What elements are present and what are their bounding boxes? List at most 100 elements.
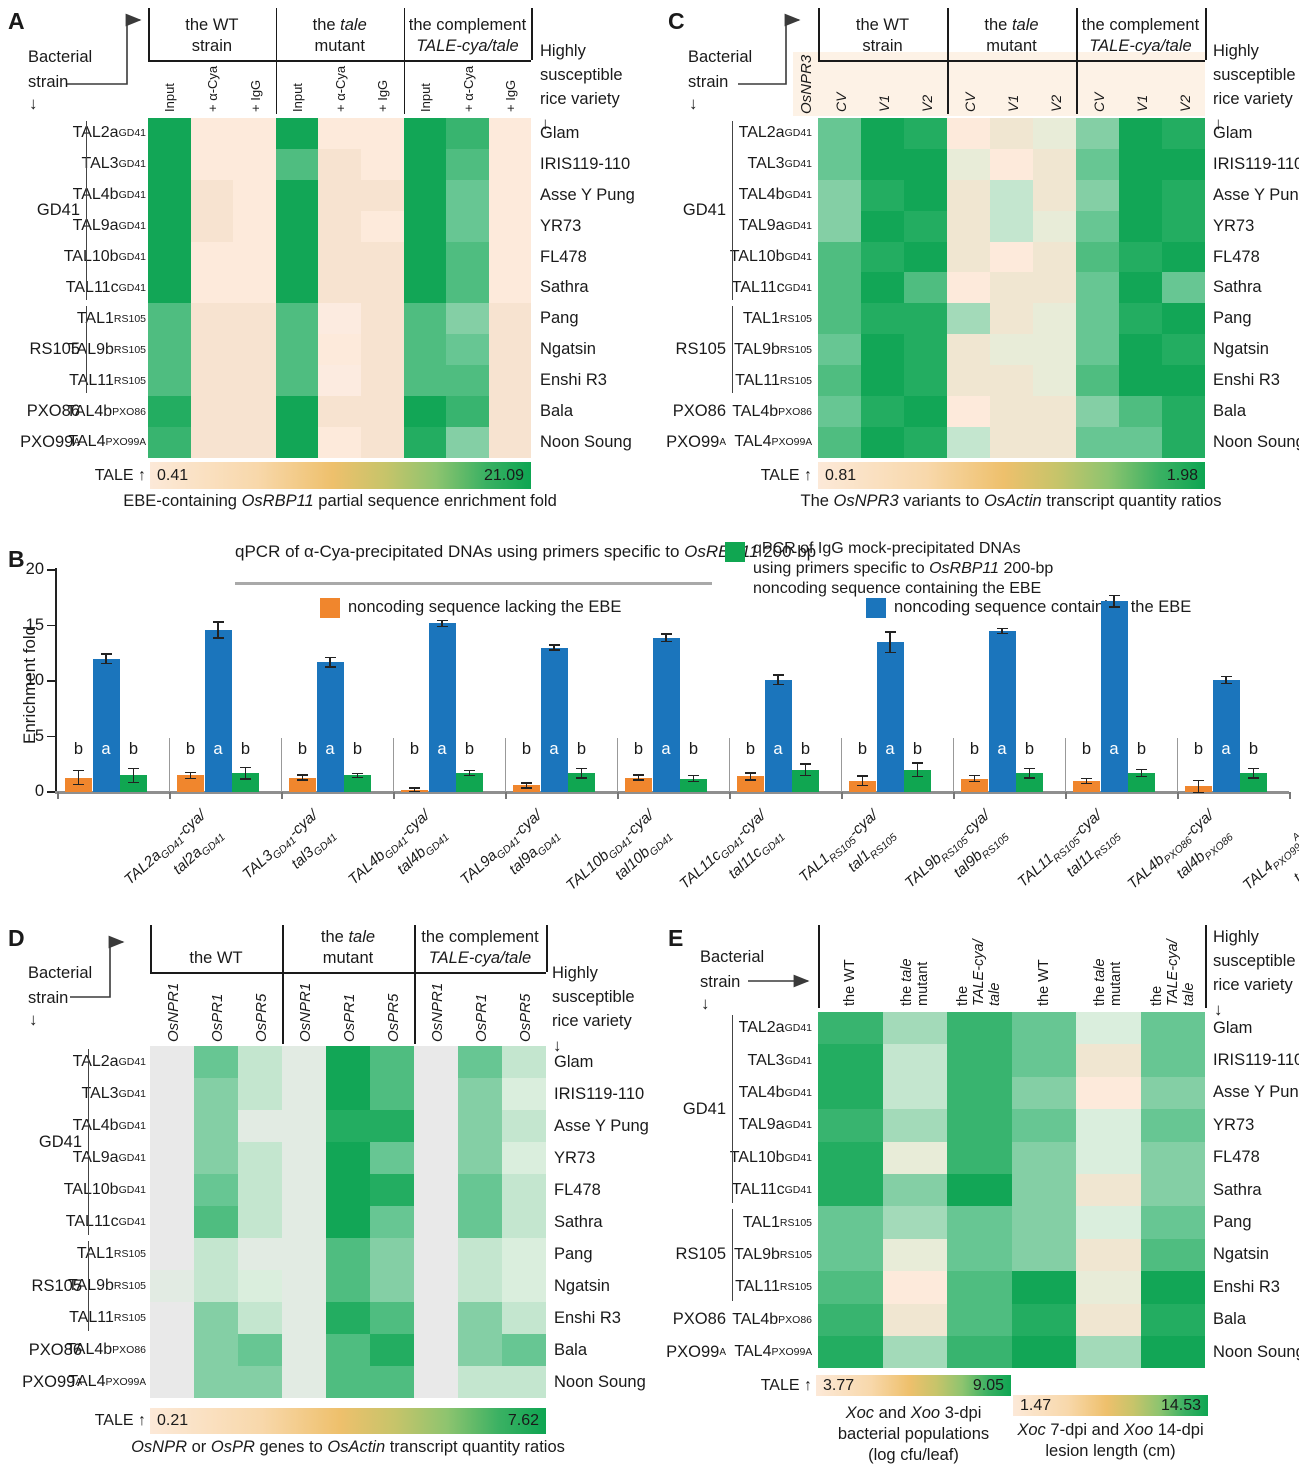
error-bar-cap-bottom [660, 640, 672, 643]
panel-e-strain-group-label: PXO99 A [658, 1336, 726, 1368]
heatmap-cell [403, 272, 447, 304]
heatmap-cell [233, 241, 276, 273]
panel-e-header-right-line [1205, 925, 1207, 1008]
heatmap-cell [1076, 1303, 1141, 1336]
text-part: RS105 [979, 831, 1012, 862]
panel-a-variety-label: Pang [540, 309, 579, 328]
heatmap-cell [1140, 1303, 1205, 1336]
error-bar-cap-bottom [240, 778, 251, 780]
y-axis-tick-label: 10 [25, 671, 44, 689]
heatmap-cell [1162, 396, 1205, 427]
legend-swatch-green [725, 542, 745, 562]
panel-d-heatmap [150, 1046, 546, 1398]
text-part: 7-dpi and [1045, 1421, 1124, 1439]
text-part: + IgG [375, 79, 391, 112]
error-bar-cap-top [73, 769, 84, 772]
heatmap-cell [1119, 241, 1162, 273]
heatmap-cell [1033, 148, 1076, 180]
panel-e-tale-row-label: TAL2a GD41 [712, 1012, 812, 1044]
heatmap-cell [882, 1206, 947, 1239]
error-bar-cap-top [1220, 675, 1232, 678]
panel-a-bacterial-label-line2: strain [28, 73, 69, 91]
panel-c-column-label: V2 [919, 95, 935, 112]
heatmap-cell [370, 1334, 414, 1366]
text-part: RS105 [779, 1281, 812, 1294]
text-part: TAL4b [72, 186, 119, 204]
heatmap-cell [233, 303, 276, 335]
significance-letter: b [1081, 740, 1092, 758]
panel-e-variety-label: IRIS119-110 [1213, 1051, 1299, 1070]
heatmap-cell [326, 1302, 370, 1334]
heatmap-cell [282, 1238, 326, 1270]
panel-c-variety-label: Ngatsin [1213, 340, 1269, 359]
panel-d-tale-row-label: TAL1 RS105 [56, 1238, 146, 1270]
heatmap-cell [904, 396, 947, 427]
heatmap-cell [1140, 1335, 1205, 1369]
y-axis-tick-label: 5 [34, 726, 44, 745]
heatmap-cell [488, 179, 532, 211]
heatmap-cell [1076, 1206, 1141, 1239]
heatmap-cell [818, 1335, 883, 1369]
panel-c-right-header-line1: Highly [1213, 42, 1259, 60]
panel-a-group-separator [148, 8, 150, 60]
panel-a-right-header-line3: rice variety [540, 90, 620, 108]
group-header-line: mutant [314, 36, 364, 57]
bar-orange [513, 785, 540, 792]
heatmap-cell [318, 210, 361, 242]
heatmap-cell [458, 1110, 502, 1142]
heatmap-cell [990, 303, 1033, 335]
heatmap-cell [1076, 1109, 1141, 1142]
error-bar-line [356, 773, 359, 777]
panel-d-right-header-line3: rice variety [552, 1012, 632, 1030]
heatmap-cell [148, 148, 191, 180]
panel-e-right-header-line3: rice variety [1213, 976, 1293, 994]
error-bar-cap-bottom [1024, 777, 1035, 779]
heatmap-cell [370, 1302, 414, 1334]
text-part: The [800, 492, 834, 510]
error-bar-line [132, 768, 135, 782]
heatmap-cell [275, 148, 319, 180]
text-part: Xoo [1123, 1421, 1154, 1439]
error-bar-line [468, 770, 471, 776]
heatmap-cell [882, 1141, 947, 1174]
error-bar-cap-bottom [1081, 782, 1092, 785]
heatmap-cell [190, 272, 234, 304]
panel-c-caption: The OsNPR3 variants to OsActin transcrip… [691, 492, 1299, 511]
error-bar-cap-bottom [800, 774, 811, 777]
heatmap-cell [502, 1366, 546, 1398]
text-part: EBE-containing [123, 492, 242, 510]
error-bar-line [973, 775, 976, 782]
error-bar-line [665, 634, 667, 642]
heatmap-cell [947, 1206, 1012, 1239]
panel-a-tale-row-label: TAL11c GD41 [56, 273, 146, 304]
text-part: RS105 [31, 1276, 82, 1295]
heatmap-cell [990, 396, 1033, 427]
panel-d-column-label: OsPR5 [253, 994, 270, 1042]
text-part: TAL10b [729, 248, 785, 266]
panel-d-strain-group-label: PXO99 A [18, 1366, 82, 1398]
text-part: TAL11 [735, 1278, 780, 1296]
text-part: TAL2a [72, 1053, 119, 1070]
heatmap-cell [370, 1046, 414, 1078]
text-part: TAL1 [76, 1245, 114, 1262]
text-part: TALE-cya/tale [428, 949, 532, 967]
heatmap-cell [1140, 1109, 1205, 1142]
text-part: TAL4b [66, 402, 113, 420]
heatmap-cell [818, 1303, 883, 1336]
heatmap-cell [233, 365, 276, 397]
significance-letter: b [185, 740, 196, 758]
text-part: TAL2a [72, 124, 119, 142]
bar-group-separator [169, 738, 170, 792]
text-part: A [805, 1346, 812, 1358]
text-part: RS105 [29, 340, 80, 359]
heatmap-cell [446, 148, 489, 180]
panel-d-strain-group-line [88, 1241, 89, 1331]
heatmap-cell [190, 179, 234, 211]
panel-e-variety-label: Enshi R3 [1213, 1277, 1280, 1296]
heatmap-cell [990, 426, 1033, 458]
panel-c-variety-label: Bala [1213, 402, 1247, 421]
significance-letter: b [1136, 740, 1147, 758]
bar-green [456, 773, 483, 792]
error-bar-line [1140, 769, 1143, 777]
heatmap-cell [861, 426, 904, 458]
